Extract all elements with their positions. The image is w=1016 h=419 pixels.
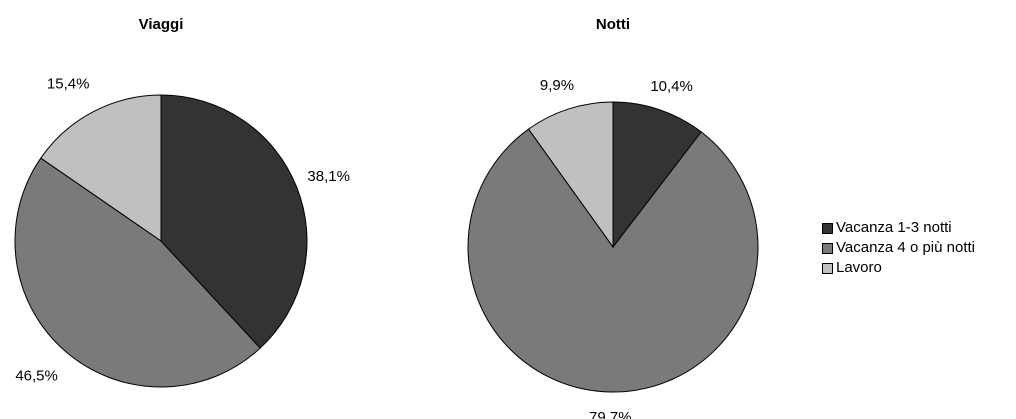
- legend-item-vacanza-1-3: Vacanza 1-3 notti: [822, 218, 975, 238]
- legend-label: Lavoro: [836, 259, 882, 276]
- pie-slice-vacanza-1-3-notti: [160, 94, 308, 349]
- legend-item-lavoro: Lavoro: [822, 258, 975, 278]
- pie-slice-vacanza-4-o-piu-notti: [467, 128, 759, 393]
- pie-slice-lavoro: [40, 94, 162, 242]
- legend-swatch: [822, 222, 833, 234]
- data-label-lavoro: 15,4%: [47, 75, 90, 92]
- legend-item-vacanza-4-piu: Vacanza 4 o più notti: [822, 238, 975, 258]
- data-label-vacanza-4-o-piu-notti: 46,5%: [15, 368, 58, 385]
- chart-title-viaggi: Viaggi: [139, 16, 184, 33]
- pie-chart-notti: Notti 10,4% 79,7% 9,9%: [467, 16, 759, 419]
- data-label-vacanza-1-3-notti: 38,1%: [307, 168, 350, 185]
- pie-slice-lavoro: [527, 101, 614, 249]
- pie-chart-viaggi: Viaggi 38,1% 46,5% 15,4%: [14, 16, 350, 388]
- legend-label: Vacanza 4 o più notti: [836, 239, 975, 256]
- pie-slice-vacanza-4-o-piu-notti: [14, 157, 261, 388]
- legend: Vacanza 1-3 notti Vacanza 4 o più notti …: [822, 218, 975, 278]
- data-label-vacanza-4-o-piu-notti: 79,7%: [589, 409, 632, 419]
- legend-swatch: [822, 262, 833, 274]
- data-label-vacanza-1-3-notti: 10,4%: [650, 78, 693, 95]
- pie-slice-vacanza-1-3-notti: [612, 101, 702, 249]
- data-label-lavoro: 9,9%: [540, 77, 574, 94]
- legend-label: Vacanza 1-3 notti: [836, 219, 952, 236]
- legend-swatch: [822, 242, 833, 254]
- chart-title-notti: Notti: [596, 16, 630, 33]
